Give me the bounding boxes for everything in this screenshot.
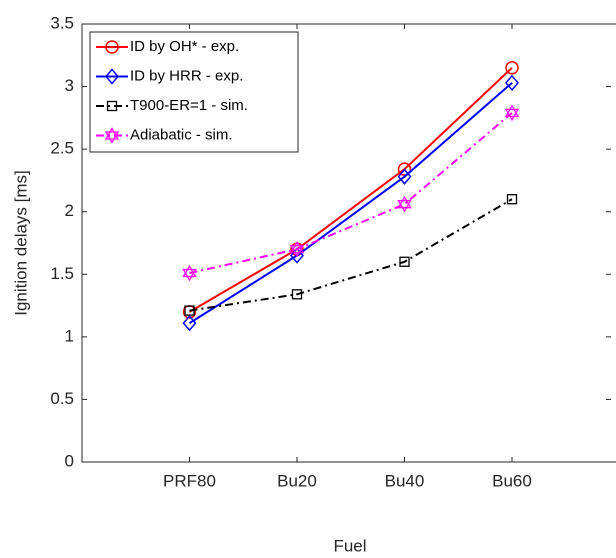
marker bbox=[291, 289, 303, 300]
marker bbox=[289, 240, 305, 258]
legend-label: ID by HRR - exp. bbox=[130, 67, 243, 84]
marker bbox=[184, 305, 195, 316]
x-tick-label: Bu20 bbox=[277, 471, 317, 490]
y-tick-label: 2.5 bbox=[50, 139, 74, 158]
series-line bbox=[188, 67, 513, 313]
y-tick-label: 0.5 bbox=[50, 389, 74, 408]
legend-label: T900-ER=1 - sim. bbox=[130, 97, 248, 114]
legend: ID by OH* - exp. ID by HRR - exp. T900-ER=… bbox=[89, 31, 299, 153]
marker bbox=[105, 68, 119, 85]
marker bbox=[397, 195, 412, 213]
series-line bbox=[189, 112, 513, 275]
marker bbox=[104, 127, 120, 144]
marker bbox=[105, 40, 119, 54]
marker bbox=[399, 256, 410, 267]
y-axis-label: Ignition delays [ms] bbox=[11, 170, 30, 316]
marker bbox=[397, 168, 412, 185]
x-tick-label: Bu40 bbox=[385, 471, 425, 490]
marker bbox=[106, 100, 118, 112]
y-tick-label: 3.5 bbox=[50, 13, 74, 32]
marker bbox=[506, 194, 518, 205]
y-tick-label: 0 bbox=[65, 451, 74, 470]
legend-label: ID by OH* - exp. bbox=[130, 38, 239, 55]
legend-box bbox=[89, 31, 299, 153]
x-tick-label: PRF80 bbox=[163, 471, 216, 490]
y-tick-label: 2 bbox=[65, 201, 74, 220]
marker bbox=[505, 74, 519, 91]
y-tick-label: 1.5 bbox=[50, 264, 74, 283]
marker bbox=[504, 104, 520, 122]
marker bbox=[182, 314, 197, 332]
legend-label: Adiabatic - sim. bbox=[130, 126, 233, 143]
marker bbox=[182, 264, 197, 282]
marker bbox=[505, 61, 519, 75]
x-tick-label: Bu60 bbox=[492, 471, 532, 490]
marker bbox=[397, 162, 412, 176]
series-line bbox=[189, 198, 513, 312]
series-line bbox=[188, 82, 513, 324]
y-tick-label: 3 bbox=[65, 76, 74, 95]
x-axis-label: Fuel bbox=[333, 536, 366, 555]
y-tick-label: 1 bbox=[65, 326, 74, 345]
